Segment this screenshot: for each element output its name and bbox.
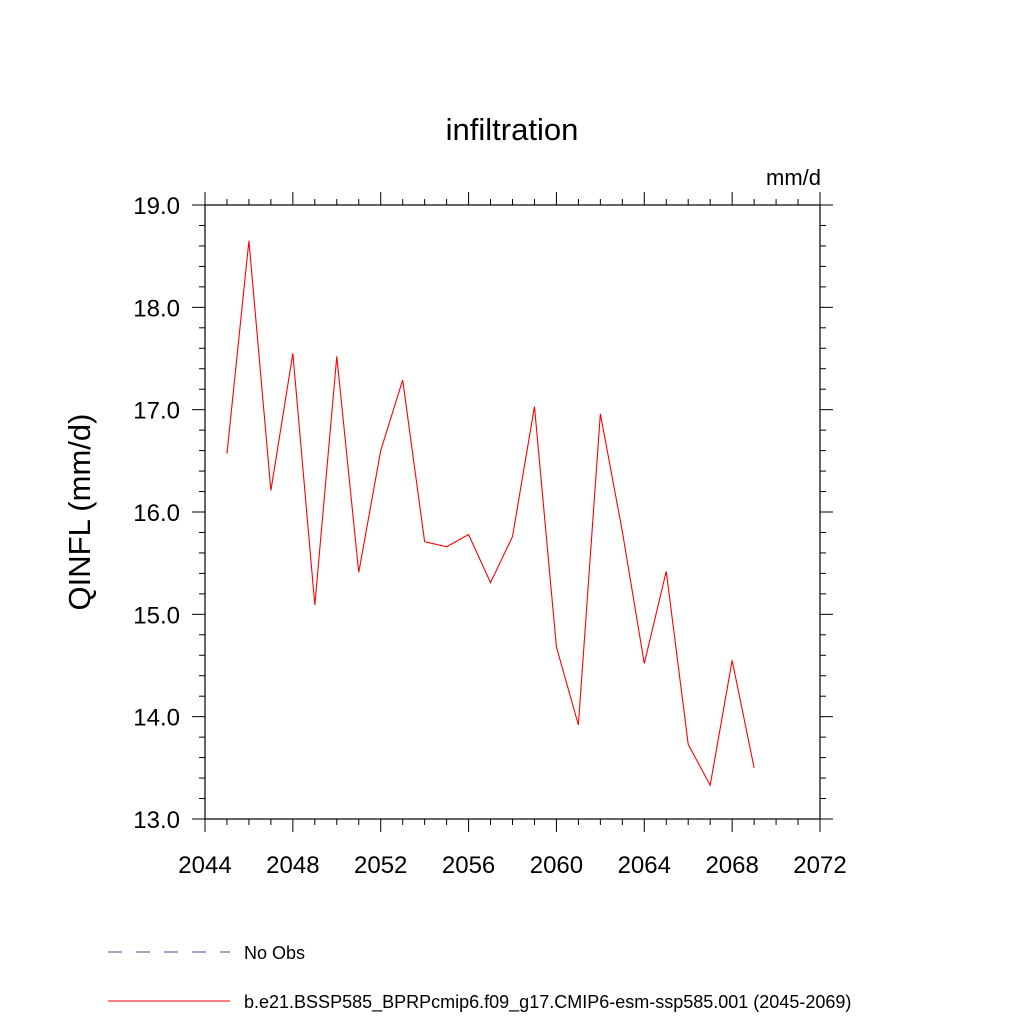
legend: No Obs b.e21.BSSP585_BPRPcmip6.f09_g17.CM… [108,943,851,1013]
y-tick-label: 14.0 [133,705,180,732]
x-tick-label: 2072 [793,852,846,879]
legend-label: No Obs [244,943,305,963]
units-label: mm/d [766,165,821,190]
x-tick-label: 2064 [618,852,671,879]
x-tick-label: 2044 [178,852,231,879]
y-tick-label: 17.0 [133,398,180,425]
x-tick-label: 2048 [266,852,319,879]
y-tick-label: 18.0 [133,295,180,322]
x-tick-label: 2060 [530,852,583,879]
series-layer [226,240,755,787]
axes: 2044 2048 2052 2056 2060 2064 2068 2072 13.0 14.0… [133,192,847,879]
x-tick-label: 2056 [442,852,495,879]
y-tick-label: 15.0 [133,602,180,629]
series-line [226,240,755,787]
y-axis-label: QINFL (mm/d) [62,414,97,611]
y-tick-label: 16.0 [133,500,180,527]
plot-frame [204,204,821,820]
y-tick-label: 19.0 [133,193,180,220]
x-tick-label: 2052 [354,852,407,879]
legend-label: b.e21.BSSP585_BPRPcmip6.f09_g17.CMIP6-es… [244,992,851,1013]
chart-title: infiltration [446,112,579,147]
y-tick-label: 13.0 [133,807,180,834]
x-tick-label: 2068 [705,852,758,879]
